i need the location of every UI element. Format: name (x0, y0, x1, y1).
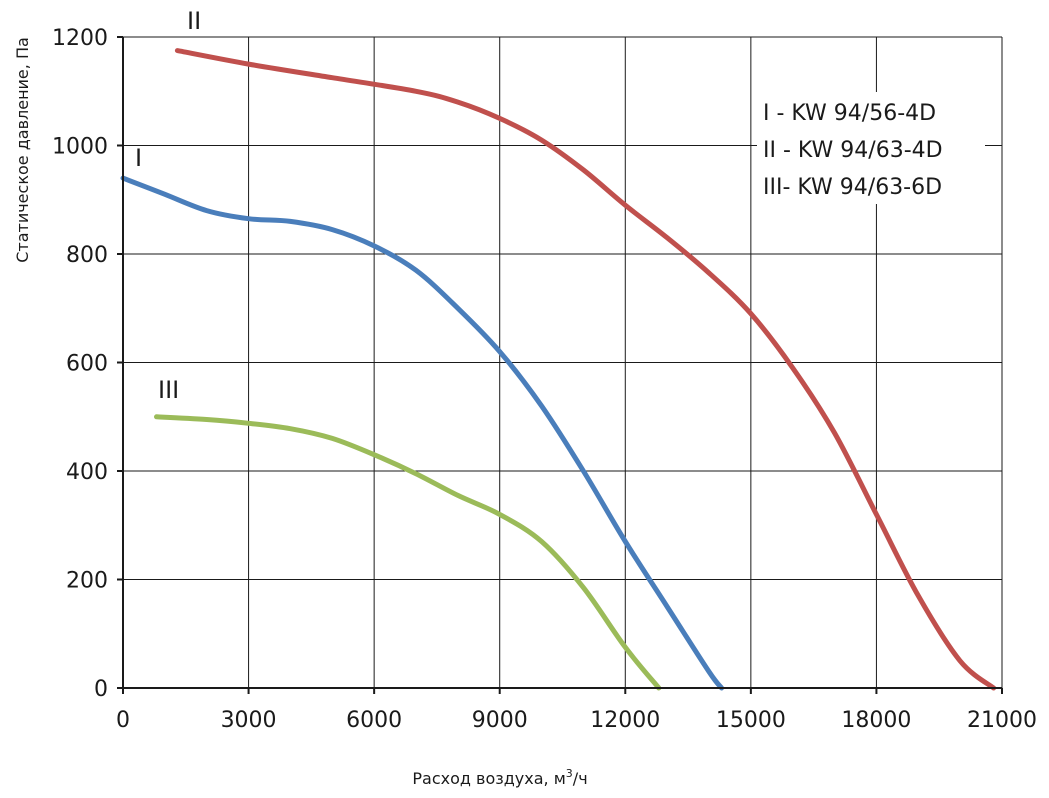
x-tick-label: 6000 (346, 708, 402, 733)
axes (117, 36, 1003, 694)
x-axis-title-main: Расход воздуха, м (412, 769, 565, 788)
tick-labels: 0 3000 6000 9000 12000 15000 18000 21000 0 200 400… (52, 26, 1037, 733)
legend-entry-ii: II - KW 94/63-4D (763, 138, 943, 163)
x-tick-label: 12000 (590, 708, 660, 733)
y-tick-label: 1200 (52, 26, 108, 51)
legend-entry-i: I - KW 94/56-4D (763, 101, 936, 126)
series-group (120, 48, 997, 691)
y-axis-title: Статическое давление, Па (13, 37, 32, 263)
series-line-i (120, 175, 725, 691)
curve-label-i: I (135, 144, 142, 172)
x-axis-title: Расход воздуха, м3/ч (412, 767, 587, 788)
x-axis-title-superscript: 3 (566, 767, 573, 780)
y-tick-label: 800 (66, 243, 108, 268)
series-line-iii (154, 414, 662, 691)
y-tick-label: 1000 (52, 135, 108, 160)
series-line-ii (174, 48, 997, 691)
curve-label-iii: III (158, 376, 179, 404)
x-tick-label: 9000 (472, 708, 528, 733)
y-tick-label: 0 (94, 677, 108, 702)
y-tick-label: 200 (66, 569, 108, 594)
x-tick-label: 0 (116, 708, 130, 733)
x-tick-label: 15000 (716, 708, 786, 733)
legend: I - KW 94/56-4D II - KW 94/63-4D III- KW… (757, 92, 985, 204)
x-tick-label: 3000 (221, 708, 277, 733)
legend-entry-iii: III- KW 94/63-6D (763, 175, 942, 200)
curve-label-ii: II (187, 7, 201, 35)
legend-background (757, 92, 985, 204)
y-tick-label: 400 (66, 460, 108, 485)
x-tick-label: 21000 (967, 708, 1037, 733)
y-tick-label: 600 (66, 352, 108, 377)
x-axis-title-suffix: /ч (573, 769, 588, 788)
x-tick-label: 18000 (841, 708, 911, 733)
